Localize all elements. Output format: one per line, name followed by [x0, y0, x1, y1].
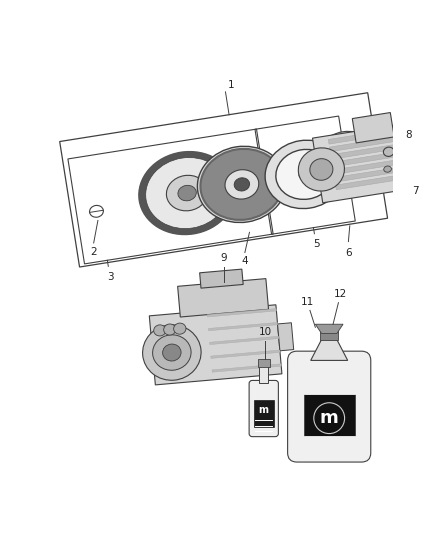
Text: 3: 3: [107, 272, 113, 282]
Text: 4: 4: [242, 256, 248, 266]
Text: 7: 7: [412, 186, 418, 196]
Ellipse shape: [384, 166, 392, 172]
Text: 9: 9: [220, 253, 227, 263]
FancyBboxPatch shape: [249, 381, 279, 437]
Text: 1: 1: [228, 79, 234, 90]
Text: 10: 10: [259, 327, 272, 337]
Ellipse shape: [265, 140, 345, 208]
Ellipse shape: [154, 325, 166, 336]
Text: 12: 12: [334, 289, 347, 299]
Circle shape: [314, 403, 345, 433]
Polygon shape: [352, 112, 394, 143]
Polygon shape: [331, 141, 415, 159]
Polygon shape: [332, 149, 417, 167]
Text: 8: 8: [405, 131, 411, 140]
Ellipse shape: [173, 323, 186, 334]
Polygon shape: [313, 122, 425, 203]
Polygon shape: [333, 157, 417, 174]
Polygon shape: [329, 134, 414, 152]
Ellipse shape: [298, 148, 344, 191]
Text: m: m: [259, 406, 269, 415]
Text: 5: 5: [313, 239, 319, 249]
Ellipse shape: [178, 185, 196, 201]
Ellipse shape: [276, 149, 334, 199]
Polygon shape: [207, 309, 276, 317]
Ellipse shape: [299, 169, 311, 180]
Text: 6: 6: [345, 248, 352, 258]
Polygon shape: [210, 336, 279, 344]
Bar: [258, 359, 270, 367]
Ellipse shape: [234, 178, 250, 191]
Bar: [320, 329, 339, 341]
Text: 11: 11: [301, 296, 314, 306]
Ellipse shape: [198, 146, 286, 223]
Polygon shape: [149, 305, 282, 385]
Text: m: m: [320, 409, 339, 427]
Ellipse shape: [166, 175, 208, 211]
Polygon shape: [200, 269, 243, 288]
Polygon shape: [212, 364, 281, 372]
Ellipse shape: [310, 159, 333, 180]
Ellipse shape: [140, 152, 235, 234]
Ellipse shape: [383, 147, 394, 156]
Ellipse shape: [164, 324, 176, 335]
Bar: [304, 393, 355, 436]
Polygon shape: [328, 126, 413, 144]
Ellipse shape: [152, 335, 191, 370]
Ellipse shape: [143, 325, 201, 380]
Ellipse shape: [225, 169, 259, 199]
Bar: [259, 366, 268, 383]
Ellipse shape: [396, 172, 404, 178]
Polygon shape: [178, 279, 268, 317]
Ellipse shape: [146, 158, 229, 229]
Ellipse shape: [140, 152, 235, 234]
Ellipse shape: [162, 344, 181, 361]
Polygon shape: [315, 324, 343, 334]
Ellipse shape: [201, 149, 283, 220]
Polygon shape: [311, 340, 348, 360]
FancyBboxPatch shape: [288, 351, 371, 462]
Ellipse shape: [313, 131, 382, 196]
Bar: [254, 400, 274, 427]
Polygon shape: [334, 164, 419, 182]
Text: 2: 2: [90, 247, 97, 257]
Polygon shape: [336, 172, 420, 190]
Ellipse shape: [407, 168, 415, 175]
Polygon shape: [211, 350, 280, 358]
Polygon shape: [278, 323, 294, 351]
Polygon shape: [208, 322, 278, 331]
